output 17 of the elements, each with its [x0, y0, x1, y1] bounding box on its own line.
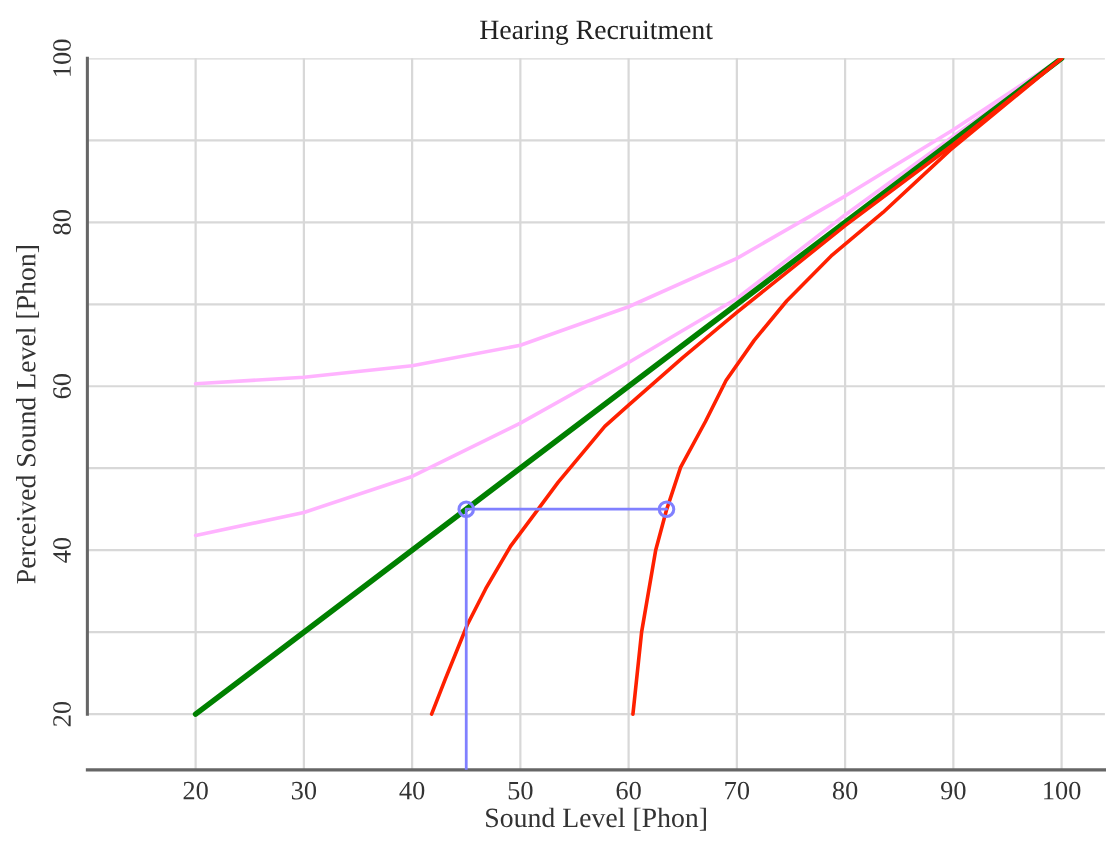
x-tick-label: 70	[725, 781, 750, 800]
y-tick-label: 80	[53, 210, 71, 235]
x-tick-label: 100	[1044, 781, 1081, 800]
x-tick-label: 60	[616, 781, 641, 800]
x-tick-label: 80	[832, 781, 858, 800]
x-tick-label: 50	[508, 781, 533, 800]
x-tick-label: 40	[399, 781, 425, 800]
x-tick-label: 30	[291, 781, 317, 800]
y-axis-title: Perceived Sound Level [Phon]	[16, 246, 40, 584]
y-tick-label: 40	[53, 538, 71, 563]
x-tick-label: 90	[941, 781, 966, 800]
y-tick-label: 20	[53, 701, 71, 727]
chart-title: Hearing Recruitment	[480, 20, 713, 45]
y-tick-label: 60	[53, 374, 71, 399]
x-tick-label: 20	[183, 781, 208, 800]
y-tick-label: 100	[53, 39, 71, 76]
x-axis-title: Sound Level [Phon]	[486, 807, 706, 831]
